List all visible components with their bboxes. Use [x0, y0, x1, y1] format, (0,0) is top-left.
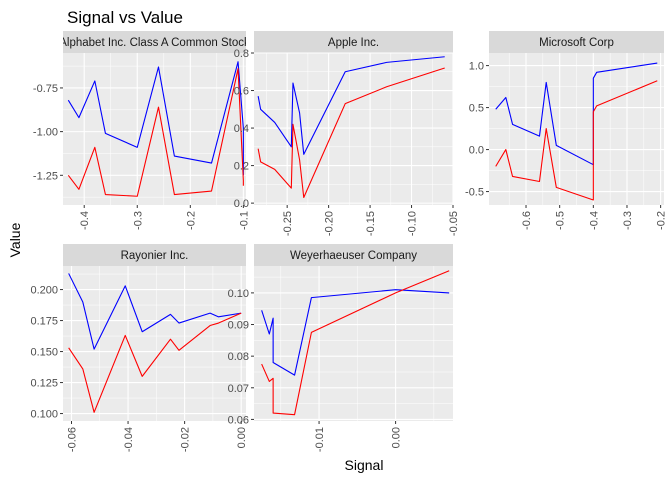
y-tick-label: 0.08: [228, 351, 249, 363]
series-line-red: [68, 312, 242, 413]
y-tick-label: 0.200: [30, 285, 58, 297]
y-axis-title: Value: [7, 222, 23, 257]
x-tick-label: -0.25: [282, 211, 294, 236]
y-tick-label: 0.100: [30, 409, 58, 421]
y-tick-label: -1.25: [33, 170, 58, 182]
panel-background: [63, 266, 246, 421]
x-tick-label: -0.5: [555, 211, 567, 230]
y-tick-label: 0.06: [228, 414, 249, 426]
panel-background: [254, 53, 453, 205]
series-line-blue: [68, 273, 242, 350]
series-line-red: [495, 80, 658, 201]
y-tick-label: 0.175: [30, 316, 58, 328]
x-tick-label: -0.10: [407, 211, 419, 236]
y-tick-label: 0.0: [469, 145, 484, 157]
facet-panel: Alphabet Inc. Class A Common Stock -0.4 -0…: [33, 31, 250, 230]
x-tick-label: -0.4: [79, 211, 91, 230]
facet-panel: Weyerhaeuser Company-0.01 0.000.060.070.0…: [228, 244, 453, 452]
y-tick-label: 0.4: [234, 123, 249, 135]
facet-strip-label: Apple Inc.: [328, 37, 379, 49]
x-tick-label: -0.2: [656, 211, 668, 230]
y-tick-label: 0.10: [228, 288, 249, 300]
facet-strip: [63, 31, 246, 53]
facet-strip-label: Weyerhaeuser Company: [290, 250, 417, 262]
y-tick-label: 0.125: [30, 378, 58, 390]
x-tick-label: -0.05: [448, 211, 460, 236]
x-tick-label: -0.01: [314, 427, 326, 452]
x-tick-label: -0.04: [123, 427, 135, 452]
y-tick-label: -1.00: [33, 127, 58, 139]
facet-strip: [254, 244, 453, 266]
series-line-blue: [261, 289, 450, 376]
facet-strip: [489, 31, 664, 53]
y-tick-label: -0.75: [33, 83, 58, 95]
series-line-red: [261, 270, 450, 416]
facet-strip: [254, 31, 453, 53]
x-tick-label: 0.00: [391, 427, 403, 448]
y-tick-label: 0.0: [234, 198, 249, 210]
panel-background: [63, 53, 246, 205]
x-tick-label: 0.00: [236, 427, 248, 448]
series-line-blue: [257, 56, 445, 155]
x-tick-label: -0.3: [132, 211, 144, 230]
y-tick-label: -0.5: [465, 187, 484, 199]
y-tick-label: 0.6: [234, 86, 249, 98]
y-tick-label: 0.07: [228, 383, 249, 395]
series-line-red: [67, 68, 244, 197]
x-tick-label: -0.1: [238, 211, 250, 230]
y-tick-label: 1.0: [469, 61, 484, 73]
series-line-blue: [67, 61, 244, 176]
facet-strip: [63, 244, 246, 266]
y-tick-label: 0.2: [234, 161, 249, 173]
y-tick-label: 0.8: [234, 48, 249, 60]
x-tick-label: -0.3: [622, 211, 634, 230]
facet-panel: Apple Inc. -0.25 -0.20 -0.15 -0.10 -0.05 0.0 0.…: [234, 31, 460, 236]
facet-strip-label: Alphabet Inc. Class A Common Stock: [59, 37, 250, 49]
x-tick-label: -0.6: [521, 211, 533, 230]
facet-strip-label: Rayonier Inc.: [121, 250, 189, 262]
x-tick-label: -0.15: [365, 211, 377, 236]
facet-panel: Microsoft Corp -0.6 -0.5 -0.4 -0.3 -0.2 -0.5 0.…: [465, 31, 668, 230]
x-tick-label: -0.06: [66, 427, 78, 452]
x-tick-label: -0.2: [185, 211, 197, 230]
x-tick-label: -0.02: [180, 427, 192, 452]
facet-strip-label: Microsoft Corp: [539, 37, 614, 49]
chart-title: Signal vs Value: [67, 8, 183, 27]
panel-background: [254, 266, 453, 421]
x-tick-label: -0.20: [324, 211, 336, 236]
y-tick-label: 0.5: [469, 103, 484, 115]
x-axis-title: Signal: [345, 457, 384, 473]
series-line-red: [257, 67, 445, 199]
series-line-blue: [495, 62, 658, 166]
x-tick-label: -0.4: [588, 211, 600, 230]
y-tick-label: 0.150: [30, 347, 58, 359]
facet-panel: Rayonier Inc. -0.06 -0.04 -0.02 0.00 0.100 0.1…: [30, 244, 248, 452]
y-tick-label: 0.09: [228, 320, 249, 332]
